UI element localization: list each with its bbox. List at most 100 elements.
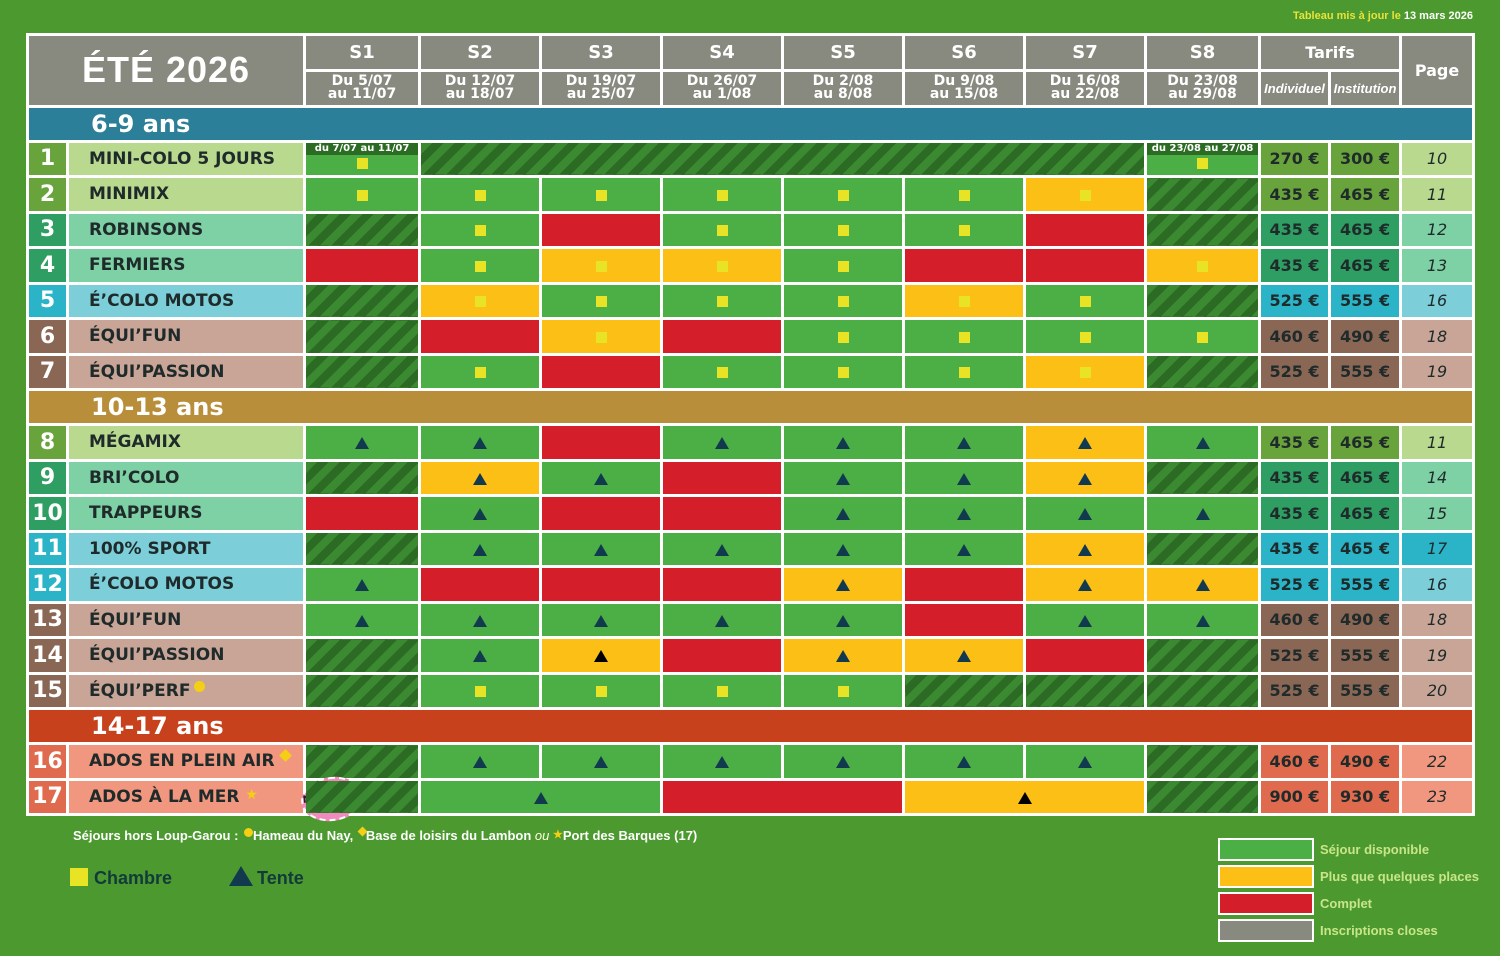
slot-s3[interactable] bbox=[539, 423, 664, 462]
slot-s1[interactable]: du 7/07 au 11/07 bbox=[303, 139, 422, 178]
slot-s3[interactable] bbox=[539, 636, 664, 675]
slot-s5[interactable] bbox=[781, 281, 906, 320]
slot-s3[interactable] bbox=[539, 458, 664, 497]
table-row[interactable]: 5 É’COLO MOTOS 525 € 555 € 16 bbox=[26, 281, 1476, 320]
slot-s2[interactable] bbox=[418, 423, 543, 462]
slot-s2-s3[interactable] bbox=[418, 777, 664, 816]
slot-s3[interactable] bbox=[539, 494, 664, 533]
table-row[interactable]: 10 TRAPPEURS 435 € 465 € 15 bbox=[26, 494, 1476, 533]
slot-s2[interactable] bbox=[418, 636, 543, 675]
slot-s4[interactable] bbox=[660, 246, 785, 285]
slot-s3[interactable] bbox=[539, 671, 664, 710]
slot-s7[interactable] bbox=[1023, 281, 1148, 320]
slot-s5[interactable] bbox=[781, 636, 906, 675]
slot-s4[interactable] bbox=[660, 742, 785, 781]
slot-s5[interactable] bbox=[781, 210, 906, 249]
slot-s4[interactable] bbox=[660, 636, 785, 675]
slot-s7[interactable] bbox=[1023, 529, 1148, 568]
table-row[interactable]: 4 FERMIERS 435 € 465 € 13 bbox=[26, 246, 1476, 285]
slot-s5[interactable] bbox=[781, 458, 906, 497]
slot-s7[interactable] bbox=[1023, 423, 1148, 462]
slot-s5[interactable] bbox=[781, 671, 906, 710]
slot-s6[interactable] bbox=[902, 458, 1027, 497]
slot-s4[interactable] bbox=[660, 458, 785, 497]
slot-s4[interactable] bbox=[660, 317, 785, 356]
table-row[interactable]: 3 ROBINSONS 435 € 465 € 12 bbox=[26, 210, 1476, 249]
table-row[interactable]: 7 ÉQUI’PASSION 525 € 555 € 19 bbox=[26, 352, 1476, 391]
slot-s7[interactable] bbox=[1023, 210, 1148, 249]
slot-s2[interactable] bbox=[418, 317, 543, 356]
slot-s4[interactable] bbox=[660, 175, 785, 214]
table-row[interactable]: 11 100% SPORT 435 € 465 € 17 bbox=[26, 529, 1476, 568]
slot-s8[interactable] bbox=[1144, 246, 1262, 285]
slot-s1[interactable] bbox=[303, 175, 422, 214]
slot-s3[interactable] bbox=[539, 246, 664, 285]
slot-s5[interactable] bbox=[781, 600, 906, 639]
slot-s6[interactable] bbox=[902, 210, 1027, 249]
slot-s2[interactable] bbox=[418, 458, 543, 497]
slot-s5[interactable] bbox=[781, 423, 906, 462]
table-row[interactable]: 17 ADOS À LA MER ★NOUVEAU LIEU 900 € 930… bbox=[26, 772, 1476, 825]
slot-s7[interactable] bbox=[1023, 458, 1148, 497]
slot-s2[interactable] bbox=[418, 175, 543, 214]
slot-s1[interactable] bbox=[303, 494, 422, 533]
slot-s4[interactable] bbox=[660, 423, 785, 462]
slot-s6[interactable] bbox=[902, 529, 1027, 568]
slot-s5[interactable] bbox=[781, 352, 906, 391]
slot-s6[interactable] bbox=[902, 317, 1027, 356]
slot-s6[interactable] bbox=[902, 246, 1027, 285]
table-row[interactable]: 8 MÉGAMIX 435 € 465 € 11 bbox=[26, 423, 1476, 462]
slot-s3[interactable] bbox=[539, 317, 664, 356]
slot-s5[interactable] bbox=[781, 175, 906, 214]
slot-s3[interactable] bbox=[539, 281, 664, 320]
slot-s2[interactable] bbox=[418, 281, 543, 320]
table-row[interactable]: 16 ADOS EN PLEIN AIR 460 € 490 € 22 bbox=[26, 742, 1476, 781]
slot-s4[interactable] bbox=[660, 529, 785, 568]
slot-s2[interactable] bbox=[418, 246, 543, 285]
slot-s8[interactable] bbox=[1144, 317, 1262, 356]
slot-s8[interactable] bbox=[1144, 600, 1262, 639]
slot-s5[interactable] bbox=[781, 742, 906, 781]
slot-s1[interactable] bbox=[303, 423, 422, 462]
slot-s6-s7[interactable] bbox=[902, 777, 1148, 816]
slot-s4[interactable] bbox=[660, 494, 785, 533]
slot-s1[interactable] bbox=[303, 246, 422, 285]
table-row[interactable]: 12 É’COLO MOTOS 525 € 555 € 16 bbox=[26, 565, 1476, 604]
slot-s6[interactable] bbox=[902, 281, 1027, 320]
slot-s2[interactable] bbox=[418, 494, 543, 533]
slot-s1[interactable] bbox=[303, 600, 422, 639]
slot-s4[interactable] bbox=[660, 671, 785, 710]
slot-s5[interactable] bbox=[781, 317, 906, 356]
slot-s5[interactable] bbox=[781, 565, 906, 604]
table-row[interactable]: 13 ÉQUI’FUN 460 € 490 € 18 bbox=[26, 600, 1476, 639]
slot-s7[interactable] bbox=[1023, 742, 1148, 781]
slot-s6[interactable] bbox=[902, 636, 1027, 675]
slot-s7[interactable] bbox=[1023, 175, 1148, 214]
slot-s8[interactable] bbox=[1144, 423, 1262, 462]
slot-s7[interactable] bbox=[1023, 494, 1148, 533]
table-row[interactable]: 15 ÉQUI’PERF 525 € 555 € 20 bbox=[26, 671, 1476, 710]
slot-s6[interactable] bbox=[902, 175, 1027, 214]
slot-s4[interactable] bbox=[660, 565, 785, 604]
slot-s4[interactable] bbox=[660, 600, 785, 639]
slot-s1[interactable] bbox=[303, 565, 422, 604]
table-row[interactable]: 9 BRI’COLO 435 € 465 € 14 bbox=[26, 458, 1476, 497]
slot-s3[interactable] bbox=[539, 600, 664, 639]
slot-s6[interactable] bbox=[902, 423, 1027, 462]
slot-s4-s5[interactable] bbox=[660, 777, 906, 816]
slot-s6[interactable] bbox=[902, 352, 1027, 391]
slot-s5[interactable] bbox=[781, 494, 906, 533]
slot-s7[interactable] bbox=[1023, 246, 1148, 285]
slot-s8[interactable] bbox=[1144, 494, 1262, 533]
slot-s6[interactable] bbox=[902, 494, 1027, 533]
slot-s2[interactable] bbox=[418, 671, 543, 710]
slot-s7[interactable] bbox=[1023, 600, 1148, 639]
slot-s6[interactable] bbox=[902, 742, 1027, 781]
slot-s3[interactable] bbox=[539, 175, 664, 214]
slot-s7[interactable] bbox=[1023, 565, 1148, 604]
table-row[interactable]: 2 MINIMIX 435 € 465 € 11 bbox=[26, 175, 1476, 214]
slot-s4[interactable] bbox=[660, 281, 785, 320]
slot-s4[interactable] bbox=[660, 210, 785, 249]
slot-s3[interactable] bbox=[539, 565, 664, 604]
slot-s2[interactable] bbox=[418, 529, 543, 568]
